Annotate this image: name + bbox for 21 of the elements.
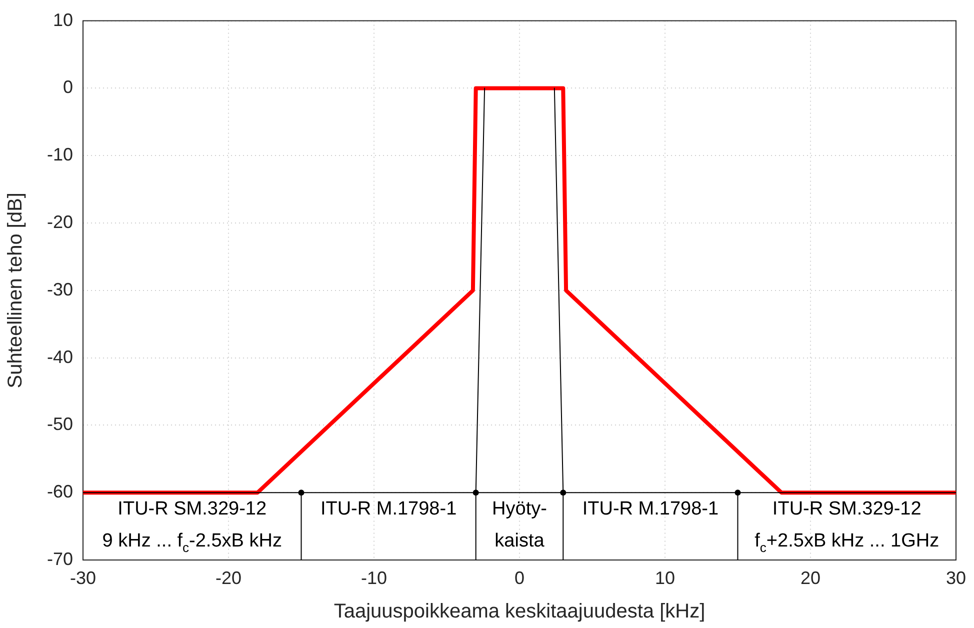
y-axis-title: Suhteellinen teho [dB]	[4, 192, 27, 388]
x-tick-label: -10	[360, 568, 388, 588]
annotation: Hyöty- kaista	[492, 498, 547, 552]
annotation: ITU-R M.1798-1	[582, 498, 719, 520]
y-tick-label: -50	[46, 414, 73, 434]
y-tick-label: 10	[52, 10, 73, 30]
x-tick-label: 20	[800, 568, 821, 588]
x-tick-label: -20	[215, 568, 242, 588]
y-tick-label: -60	[46, 482, 73, 502]
y-tick-label: -40	[46, 346, 73, 367]
y-tick-label: -30	[46, 279, 73, 300]
x-tick-label: 0	[514, 568, 524, 588]
x-tick-label: -30	[70, 568, 96, 588]
annotation: ITU-R M.1798-1	[320, 498, 457, 520]
y-tick-label: 0	[62, 77, 73, 98]
y-tick-label: -20	[46, 212, 73, 232]
x-tick-label: 30	[946, 568, 966, 588]
x-axis-title: Taajuuspoikkeama keskitaajuudesta [kHz]	[334, 600, 706, 623]
x-tick-label: 10	[654, 568, 676, 588]
y-tick-label: -10	[46, 144, 73, 165]
y-tick-label: -70	[46, 548, 73, 569]
